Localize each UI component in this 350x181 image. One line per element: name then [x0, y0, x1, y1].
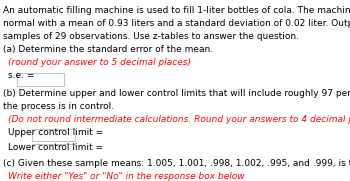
Text: (round your answer to 5 decimal places): (round your answer to 5 decimal places) — [7, 58, 190, 67]
Text: (c) Given these sample means: 1.005, 1.001, .998, 1.002, .995, and .999, is the : (c) Given these sample means: 1.005, 1.0… — [2, 159, 350, 168]
Text: An automatic filling machine is used to fill 1-liter bottles of cola. The machin: An automatic filling machine is used to … — [2, 6, 350, 15]
Text: Write either "Yes" or "No" in the response box below: Write either "Yes" or "No" in the respon… — [7, 172, 244, 181]
FancyBboxPatch shape — [32, 129, 75, 141]
FancyBboxPatch shape — [32, 144, 75, 156]
Text: normal with a mean of 0.93 liters and a standard deviation of 0.02 liter. Output: normal with a mean of 0.93 liters and a … — [2, 19, 350, 28]
Text: the process is in control.: the process is in control. — [2, 102, 114, 111]
Text: Upper control limit =: Upper control limit = — [7, 128, 103, 137]
Text: s.e. =: s.e. = — [7, 71, 34, 80]
FancyBboxPatch shape — [17, 73, 64, 86]
Text: Lower control limit =: Lower control limit = — [7, 143, 103, 151]
Text: samples of 29 observations. Use z-tables to answer the question.: samples of 29 observations. Use z-tables… — [2, 32, 299, 41]
Text: (a) Determine the standard error of the mean.: (a) Determine the standard error of the … — [2, 45, 213, 54]
Text: (b) Determine upper and lower control limits that will include roughly 97 percen: (b) Determine upper and lower control li… — [2, 89, 350, 98]
Text: (Do not round intermediate calculations. Round your answers to 4 decimal places.: (Do not round intermediate calculations.… — [7, 115, 350, 124]
